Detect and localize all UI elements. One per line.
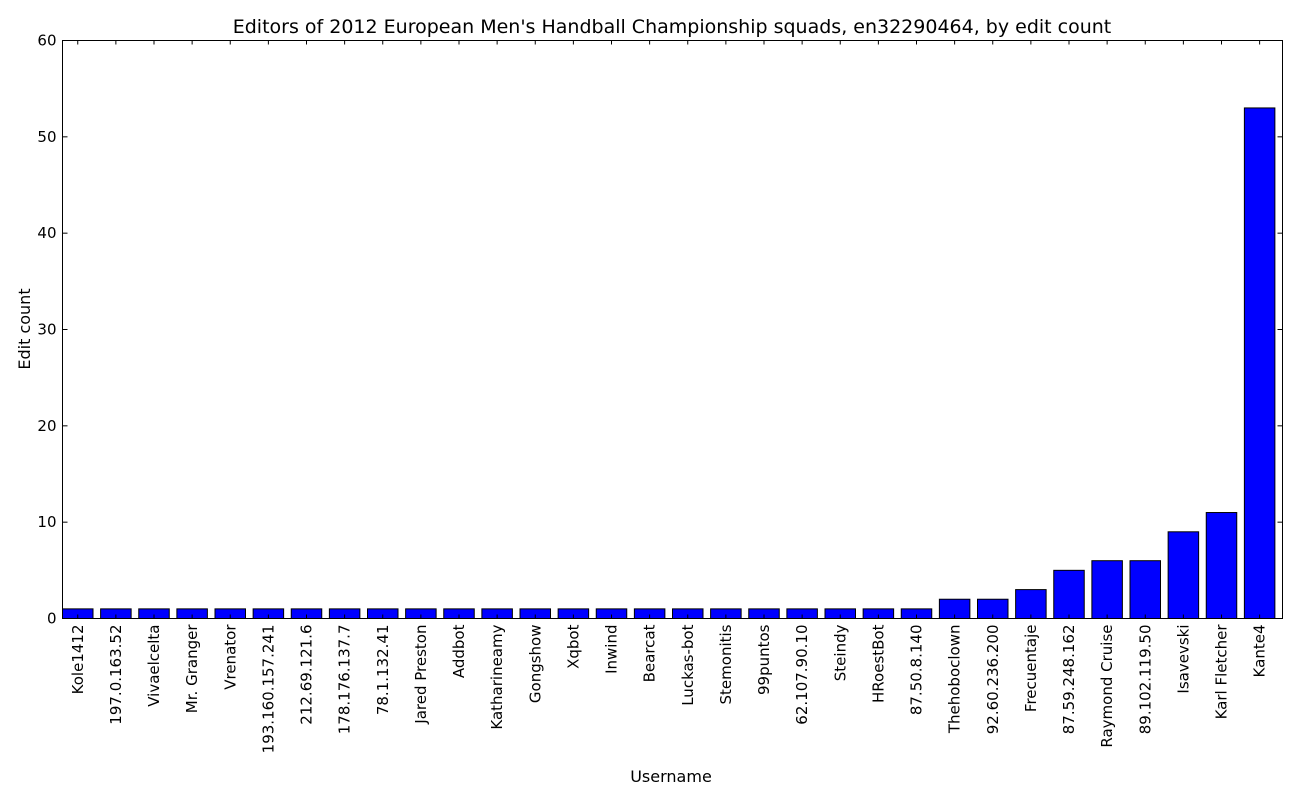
x-tick-label: Vrenator	[221, 624, 239, 690]
x-tick-label: Vivaelcelta	[145, 625, 163, 707]
x-tick-label: Raymond Cruise	[1098, 625, 1116, 748]
x-tick-label: Isavevski	[1174, 625, 1192, 694]
x-tick-label: 178.176.137.7	[336, 625, 354, 735]
y-tick-label: 0	[47, 610, 57, 628]
x-tick-label: 197.0.163.52	[107, 625, 125, 725]
x-tick-label: Stemonitis	[717, 624, 735, 704]
x-axis-label: Username	[630, 767, 712, 786]
x-tick-label: Thehoboclown	[946, 625, 964, 735]
x-tick-label: Mr. Granger	[183, 624, 201, 714]
y-tick-label: 20	[37, 417, 56, 435]
x-tick-label: Bearcat	[641, 624, 659, 682]
x-tick-label: 193.160.157.241	[259, 625, 277, 754]
bar-87-59-248-162	[1053, 569, 1085, 620]
x-tick-label: 62.107.90.10	[793, 625, 811, 725]
y-tick-label: 10	[37, 513, 56, 531]
x-tick-label: HRoestBot	[869, 624, 887, 703]
x-tick-label: Karl Fletcher	[1213, 624, 1231, 720]
y-tick-label: 50	[37, 128, 56, 146]
y-axis-ticks: 0 10 20 30 40 50 60	[37, 32, 1283, 628]
x-tick-label: 87.59.248.162	[1060, 625, 1078, 735]
x-tick-label: 212.69.121.6	[298, 625, 316, 725]
chart-title: Editors of 2012 European Men's Handball …	[233, 16, 1112, 38]
x-tick-label: Frecuentaje	[1022, 625, 1040, 713]
x-axis-ticks: Kole1412 197.0.163.52 Vivaelcelta Mr. Grang…	[69, 40, 1269, 754]
bar-frecuentaje	[1015, 589, 1047, 619]
x-tick-label: Katharineamy	[488, 624, 506, 729]
x-tick-label: Xqbot	[564, 624, 582, 668]
bars-layer	[62, 107, 1276, 620]
x-tick-label: Jared Preston	[412, 625, 430, 725]
x-tick-label: 78.1.132.41	[374, 625, 392, 716]
x-tick-label: Addbot	[450, 624, 468, 678]
x-tick-label: Gongshow	[526, 625, 544, 704]
y-axis-label: Edit count	[15, 288, 34, 369]
bar-karl-fletcher	[1205, 512, 1238, 620]
bar-isavevski	[1167, 531, 1200, 619]
bar-raymond-cruise	[1091, 560, 1123, 620]
x-tick-label: 87.50.8.140	[908, 625, 926, 716]
x-tick-label: Steindy	[831, 624, 849, 681]
bar-kante4	[1243, 107, 1276, 620]
y-tick-label: 60	[37, 32, 56, 50]
x-tick-label: 92.60.236.200	[984, 625, 1002, 735]
x-tick-label: Kole1412	[69, 625, 87, 695]
x-tick-label: Luckas-bot	[679, 624, 697, 705]
x-tick-label: 89.102.119.50	[1136, 625, 1154, 735]
x-tick-label: Inwind	[603, 625, 621, 674]
x-tick-label: Kante4	[1251, 625, 1269, 678]
bar-89-102-119-50	[1129, 560, 1161, 620]
x-tick-label: 99puntos	[755, 624, 773, 695]
y-tick-label: 40	[37, 224, 56, 242]
plot-frame	[62, 40, 1283, 619]
y-tick-label: 30	[37, 321, 56, 339]
